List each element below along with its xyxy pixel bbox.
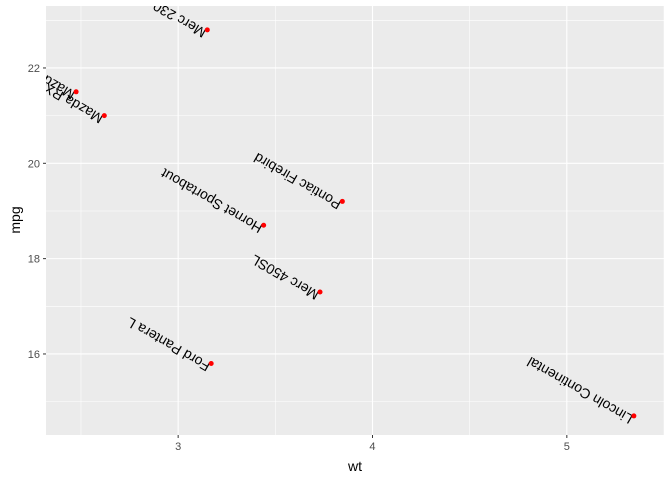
data-point <box>73 89 79 95</box>
grid-minor <box>46 6 665 435</box>
data-point <box>339 198 345 204</box>
plot-panel <box>46 6 664 435</box>
x-axis-ticks: 3 4 5 <box>175 435 570 453</box>
data-point <box>208 361 214 366</box>
y-tick-label: 16 <box>28 349 40 361</box>
data-point <box>101 113 107 119</box>
x-axis-title: wt <box>347 458 362 474</box>
y-tick-label: 22 <box>28 63 40 75</box>
grid-major <box>46 6 664 435</box>
y-axis-ticks: 16 18 20 22 <box>28 63 46 361</box>
y-tick-label: 18 <box>28 254 40 266</box>
data-point <box>317 289 323 295</box>
y-axis-title: mpg <box>7 206 23 233</box>
data-point <box>204 27 210 33</box>
x-tick-label: 5 <box>564 441 570 453</box>
x-tick-label: 3 <box>175 441 181 453</box>
x-tick-label: 4 <box>369 441 375 453</box>
y-tick-label: 20 <box>28 158 40 170</box>
data-point <box>261 222 267 228</box>
data-point <box>631 413 637 419</box>
data-points <box>73 27 637 419</box>
